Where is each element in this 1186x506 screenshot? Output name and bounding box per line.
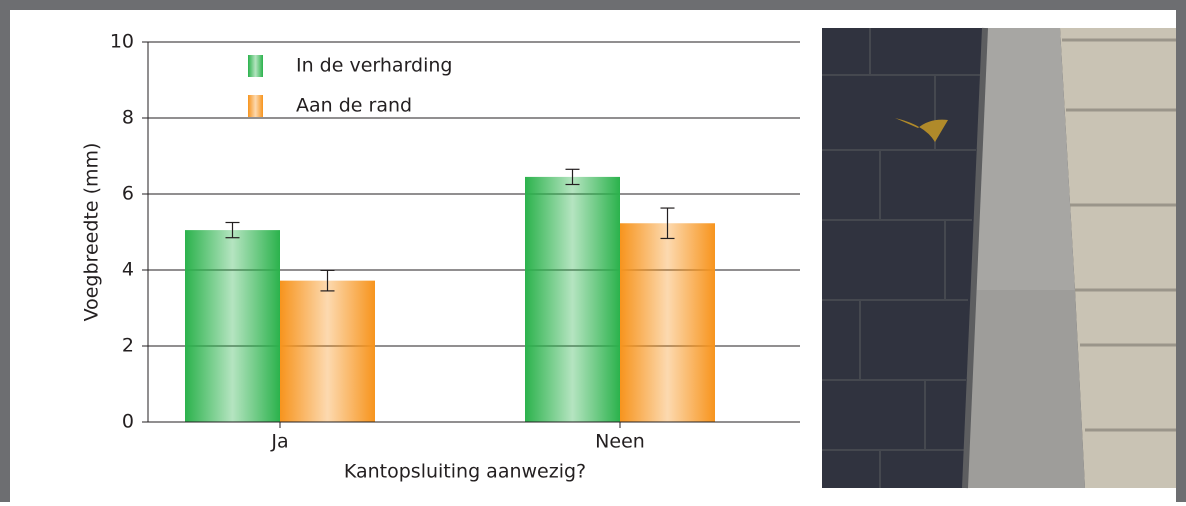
bar <box>620 223 715 422</box>
y-tick-label: 8 <box>122 107 134 129</box>
error-bar <box>565 168 580 186</box>
bar <box>280 280 375 422</box>
legend-swatch <box>248 55 263 77</box>
x-tick-label: Neen <box>595 431 645 453</box>
legend-swatch <box>248 95 263 117</box>
error-bar <box>660 207 675 240</box>
legend-label: In de verharding <box>296 55 453 77</box>
legend-label: Aan de rand <box>296 95 412 117</box>
bar <box>185 230 280 422</box>
bar <box>525 176 620 422</box>
frame-right <box>1176 0 1186 502</box>
frame-left <box>0 0 10 502</box>
y-tick-label: 10 <box>110 31 134 53</box>
error-bar <box>225 221 240 239</box>
y-tick-label: 2 <box>122 335 134 357</box>
y-tick-label: 4 <box>122 259 134 281</box>
error-bar <box>320 269 335 292</box>
x-axis-label: Kantopsluiting aanwezig? <box>344 461 586 483</box>
photo <box>822 27 1176 489</box>
y-tick-label: 6 <box>122 183 134 205</box>
x-tick-label: Ja <box>270 431 288 453</box>
y-axis-label: Voegbreedte (mm) <box>81 143 103 322</box>
frame-top <box>0 0 1186 10</box>
y-tick-label: 0 <box>122 411 134 433</box>
